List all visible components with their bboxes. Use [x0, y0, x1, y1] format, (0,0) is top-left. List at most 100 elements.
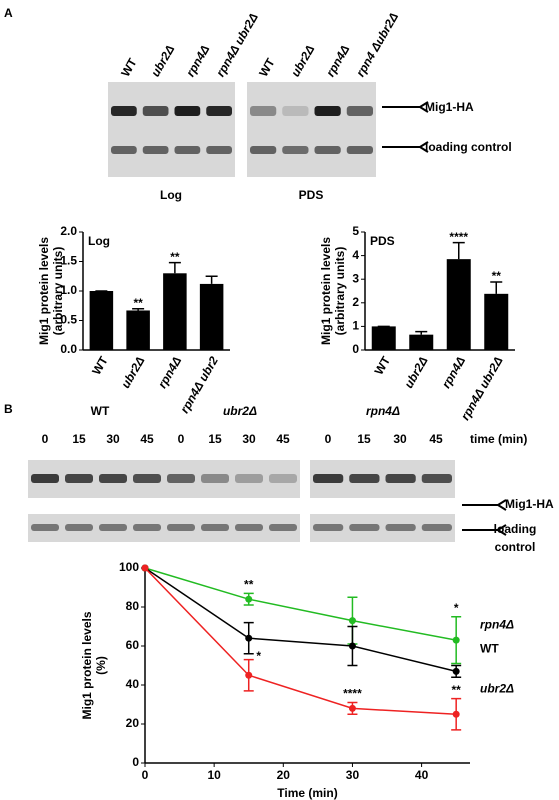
band: [65, 524, 93, 531]
band-label: loading control: [425, 140, 512, 154]
band: [206, 146, 232, 154]
error-bar: [132, 307, 145, 311]
panel-label: A: [4, 6, 13, 20]
arrow-head: [497, 524, 507, 536]
band: [167, 474, 195, 483]
band: [201, 524, 229, 531]
significance: *: [454, 601, 459, 615]
blot: [247, 82, 376, 177]
error-bar: [205, 275, 218, 284]
error-bar: [415, 330, 428, 335]
error-bar: [452, 241, 465, 260]
band: [142, 106, 169, 116]
y-axis-label: Mig1 protein levels: [37, 237, 51, 345]
bar: [89, 291, 114, 350]
band-label: loading: [494, 522, 537, 536]
band: [385, 524, 416, 531]
y-tick-label: 100: [119, 560, 139, 574]
series-label: rpn4Δ: [480, 617, 514, 631]
x-tick-label: 0: [142, 768, 149, 782]
time-label: 30: [393, 432, 407, 446]
y-axis-label: (arbitrary units): [51, 247, 65, 336]
y-tick-label: 60: [126, 638, 140, 652]
strain-label: WT: [91, 404, 110, 418]
error-bar: [490, 281, 503, 294]
significance: **: [170, 250, 180, 264]
blot: [108, 82, 235, 177]
band: [282, 146, 309, 154]
time-label: 15: [357, 432, 371, 446]
chart-title: PDS: [370, 234, 395, 248]
bar: [163, 273, 187, 350]
x-tick-label: rpn4Δ ubr2: [177, 354, 221, 416]
y-tick-label: 2.0: [60, 224, 77, 238]
band: [31, 474, 59, 483]
band: [421, 524, 452, 531]
x-tick-label: rpn4Δ: [155, 354, 184, 390]
band: [65, 474, 93, 483]
time-label: 0: [42, 432, 49, 446]
condition-label: Log: [160, 188, 182, 202]
y-tick-label: 0: [352, 342, 359, 356]
band: [269, 524, 297, 531]
line: [144, 567, 457, 641]
arrow-head: [419, 141, 429, 153]
band: [314, 106, 341, 116]
time-label: 0: [325, 432, 332, 446]
lane-label: ubr2Δ: [148, 43, 177, 79]
bar: [371, 326, 396, 350]
band: [313, 524, 344, 531]
band: [314, 146, 341, 154]
band: [167, 524, 195, 531]
lane-label: WT: [256, 55, 278, 79]
time-label: 30: [242, 432, 256, 446]
y-tick-label: 80: [126, 599, 140, 613]
band: [282, 106, 309, 116]
band-label: control: [495, 540, 536, 554]
y-tick-label: 1.5: [60, 254, 77, 268]
band: [346, 106, 373, 116]
band: [349, 474, 380, 483]
point: [245, 634, 253, 642]
significance: **: [451, 683, 461, 697]
arrow-head: [419, 101, 429, 113]
band: [421, 474, 452, 483]
y-tick-label: 4: [352, 248, 359, 262]
y-tick-label: 1: [352, 319, 359, 333]
x-axis-label: Time (min): [277, 786, 337, 800]
point: [348, 704, 356, 712]
significance: ****: [343, 687, 362, 701]
y-axis-label: (%): [94, 656, 108, 675]
x-tick-label: rpn4Δ: [439, 354, 468, 390]
y-tick-label: 20: [126, 716, 140, 730]
significance: **: [244, 578, 254, 592]
band: [235, 474, 263, 483]
significance: *: [256, 649, 261, 663]
point: [245, 671, 253, 679]
x-tick-label: 40: [415, 768, 429, 782]
chart-title: Log: [88, 234, 110, 248]
band: [313, 474, 344, 483]
condition-label: PDS: [299, 188, 324, 202]
error-bar: [168, 261, 181, 274]
x-tick-label: WT: [89, 354, 111, 378]
time-label: 45: [140, 432, 154, 446]
band-label: Mig1-HA: [505, 497, 554, 511]
time-label: 15: [72, 432, 86, 446]
band: [174, 106, 201, 116]
band: [99, 474, 127, 483]
point: [452, 710, 460, 718]
point: [452, 636, 460, 644]
y-tick-label: 3: [352, 271, 359, 285]
band: [133, 474, 161, 483]
band: [111, 106, 137, 116]
lane-label: rpn4Δ: [183, 43, 212, 79]
time-label: 30: [106, 432, 120, 446]
time-label: 0: [178, 432, 185, 446]
time-label: 45: [276, 432, 290, 446]
y-tick-label: 5: [352, 224, 359, 238]
bar: [446, 259, 471, 350]
lane-label: rpn4Δ ubr2Δ: [213, 11, 261, 80]
lane-label: rpn4 Δubr2Δ: [353, 10, 401, 79]
